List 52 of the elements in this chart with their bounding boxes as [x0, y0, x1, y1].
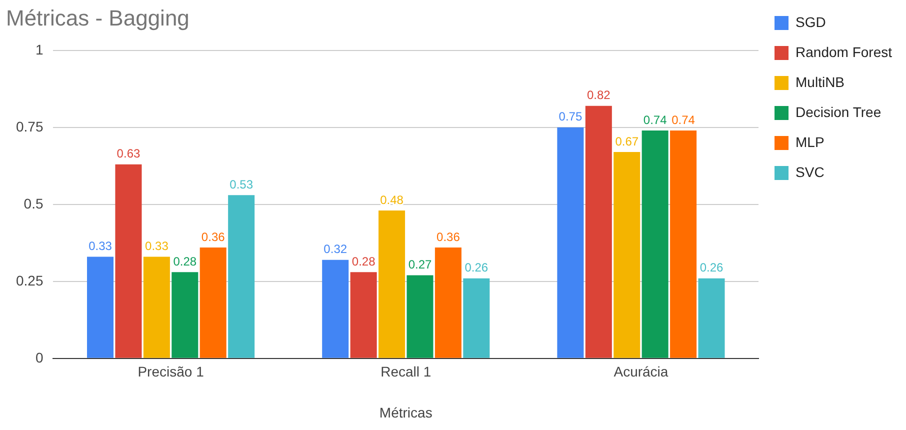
data-label: 0.32	[324, 242, 348, 256]
data-label: 0.67	[615, 134, 639, 148]
data-label: 0.26	[700, 260, 724, 275]
legend-label: Random Forest	[796, 44, 892, 60]
bar	[228, 195, 255, 358]
bar	[322, 260, 349, 358]
data-label: 0.26	[464, 260, 488, 275]
bar	[670, 130, 697, 358]
data-label: 0.75	[558, 110, 582, 124]
bar	[200, 248, 226, 358]
bar	[115, 164, 142, 358]
bar	[378, 210, 406, 358]
bar	[87, 256, 114, 358]
data-label: 0.63	[116, 146, 140, 161]
legend-label: Decision Tree	[796, 104, 882, 120]
legend-label: MLP	[796, 134, 824, 150]
legend-label: SGD	[796, 14, 826, 30]
bar	[406, 275, 434, 358]
bar	[143, 256, 170, 358]
data-label: 0.36	[436, 230, 460, 244]
data-label: 0.36	[201, 230, 226, 244]
y-tick-label: 0.25	[16, 272, 44, 288]
bar	[614, 152, 640, 358]
data-label: 0.74	[672, 112, 696, 127]
y-tick-label: 0.5	[24, 195, 44, 212]
chart-title: Métricas - Bagging	[6, 5, 190, 30]
bar	[350, 272, 377, 358]
bar	[585, 106, 612, 358]
data-label: 0.48	[380, 192, 404, 207]
data-label: 0.82	[586, 88, 611, 102]
data-label: 0.33	[145, 239, 169, 254]
data-label: 0.74	[643, 112, 668, 127]
y-tick-label: 0	[35, 349, 44, 366]
data-label: 0.53	[230, 177, 254, 192]
data-label: 0.28	[173, 254, 197, 268]
data-label: 0.28	[352, 254, 376, 268]
bar	[434, 248, 462, 358]
x-tick-label: Recall 1	[380, 364, 432, 380]
y-tick-label: 1	[35, 41, 44, 58]
data-label: 0.33	[88, 239, 112, 254]
legend-label: SVC	[796, 164, 824, 180]
legend-label: MultiNB	[796, 74, 845, 90]
bar	[642, 130, 668, 358]
bar	[172, 272, 198, 358]
y-tick-label: 0.75	[16, 118, 44, 134]
x-tick-label: Precisão 1	[138, 364, 204, 380]
bar	[557, 127, 584, 358]
x-tick-label: Acurácia	[614, 364, 668, 380]
data-label: 0.27	[408, 258, 432, 272]
bar	[698, 278, 725, 358]
x-axis-title: Métricas	[379, 404, 432, 420]
bar	[463, 278, 490, 358]
